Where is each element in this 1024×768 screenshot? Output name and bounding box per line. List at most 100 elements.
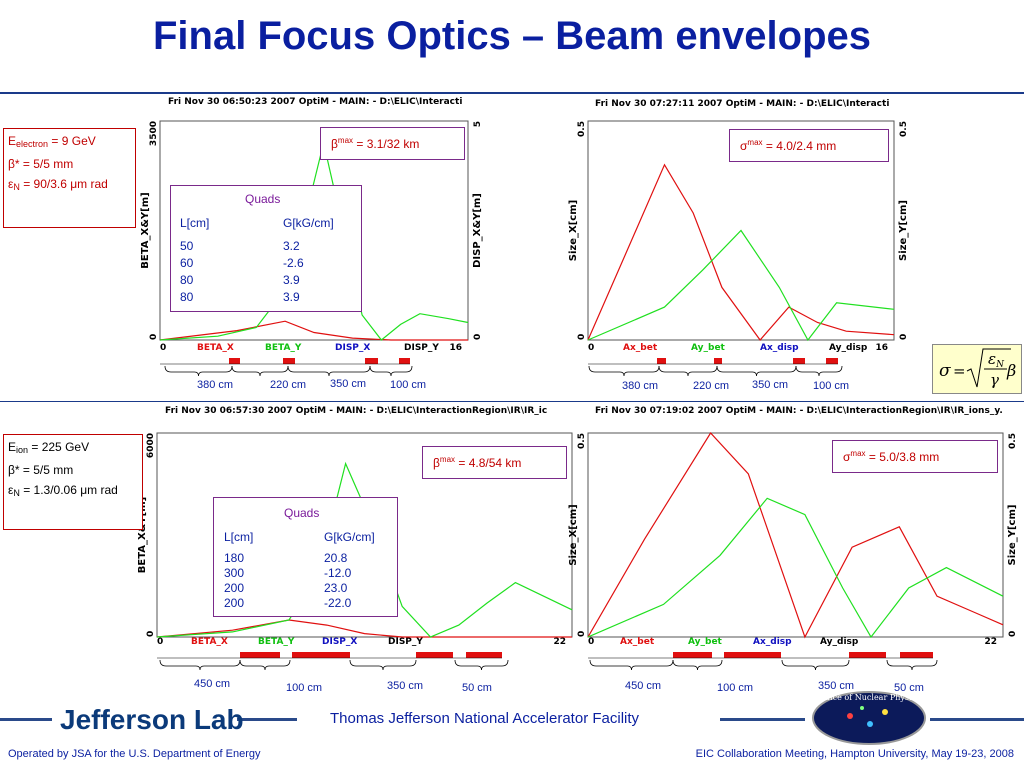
y-tick-label: 0 xyxy=(146,631,156,637)
quads-col-gradient: G[kG/cm] xyxy=(324,530,375,544)
distance-brace xyxy=(588,365,660,377)
series-line-ax_bet xyxy=(587,432,1004,639)
sigma-formula: σ = εN γ β xyxy=(932,344,1022,394)
formula-beta: β xyxy=(1006,361,1016,380)
distance-label: 380 cm xyxy=(622,380,658,392)
quads-length-cell: 50 xyxy=(180,239,194,253)
quad-magnet-bar xyxy=(673,652,712,658)
y2-tick-label: 5 xyxy=(473,121,483,127)
footer-operator: Operated by JSA for the U.S. Department … xyxy=(8,748,261,760)
quads-title: Quads xyxy=(245,192,281,206)
distance-label: 350 cm xyxy=(330,378,366,390)
electron-emittance: εN = 90/3.6 μm rad xyxy=(8,177,108,192)
quads-length-cell: 300 xyxy=(224,566,245,580)
nuclear-physics-seal: Office of Nuclear Physics xyxy=(812,691,926,745)
seal-dot xyxy=(882,709,888,715)
distance-label: 450 cm xyxy=(194,678,230,690)
footer-bar-far-right xyxy=(930,718,1024,721)
quad-magnet-bar xyxy=(657,358,666,364)
quads-col-gradient: G[kG/cm] xyxy=(283,216,334,230)
footer-meeting: EIC Collaboration Meeting, Hampton Unive… xyxy=(695,748,1014,760)
distance-label: 350 cm xyxy=(387,680,423,692)
series-line-beta_x xyxy=(156,619,572,638)
plot-frame xyxy=(159,120,469,341)
legend-entry: BETA_X xyxy=(191,637,228,647)
quads-length-cell: 200 xyxy=(224,596,245,610)
distance-label: 350 cm xyxy=(752,379,788,391)
y2-tick-label: 0.5 xyxy=(1008,433,1018,449)
quad-magnet-bar xyxy=(849,652,886,658)
seal-dot xyxy=(847,713,853,719)
series-line-ax_bet xyxy=(587,163,895,341)
quad-magnet-bar xyxy=(365,358,378,364)
distance-brace xyxy=(231,365,289,377)
quad-magnet-bar xyxy=(466,652,502,658)
electron-beta-star: β* = 5/5 mm xyxy=(8,157,74,171)
quad-magnet-bar xyxy=(714,358,722,364)
ion-sigma-max: σmax = 5.0/3.8 mm xyxy=(832,440,998,473)
formula-graphic: σ = εN γ β xyxy=(939,348,1016,389)
legend-entry: Ax_disp xyxy=(753,637,792,647)
quad-magnet-bar xyxy=(292,652,350,658)
quad-magnet-bar xyxy=(229,358,240,364)
quad-magnet-bar xyxy=(826,358,838,364)
distance-label: 350 cm xyxy=(818,680,854,692)
ion-energy: Eion = 225 GeV xyxy=(8,440,90,455)
quads-gradient-cell: -22.0 xyxy=(324,596,352,610)
quads-col-length: L[cm] xyxy=(224,530,254,544)
seal-text: Office of Nuclear Physics xyxy=(818,693,920,702)
ion-quads-table: Quads L[cm] G[kG/cm] 180 300 200 200 20.… xyxy=(213,497,398,617)
ion-beta-star: β* = 5/5 mm xyxy=(8,463,74,477)
chart-header: Fri Nov 30 07:19:02 2007 OptiM - MAIN: -… xyxy=(595,406,1003,416)
legend-entry: DISP_Y xyxy=(404,343,439,353)
legend-entry: DISP_X xyxy=(322,637,357,647)
distance-brace xyxy=(454,659,509,671)
distance-brace xyxy=(781,659,850,671)
legend-entry: DISP_Y xyxy=(388,637,423,647)
quads-length-cell: 180 xyxy=(224,551,245,565)
distance-label: 100 cm xyxy=(286,682,322,694)
x-tick-label: 22 xyxy=(553,637,566,647)
quad-magnet-bar xyxy=(724,652,781,658)
plot-frame xyxy=(587,120,895,341)
series-line-beta_y xyxy=(156,461,573,638)
seal-dot xyxy=(860,706,864,710)
facility-name: Thomas Jefferson National Accelerator Fa… xyxy=(330,710,640,727)
legend-entry: Ay_disp xyxy=(820,637,859,647)
formula-numerator: εN xyxy=(988,350,1005,370)
distance-label: 50 cm xyxy=(462,682,492,694)
plot-frame xyxy=(156,432,573,638)
x-tick-label: 16 xyxy=(449,343,462,353)
y-tick-label: 0 xyxy=(577,631,587,637)
y2-axis-label: DISP_X&Y[m] xyxy=(472,193,483,268)
footer-bar-right xyxy=(720,718,805,721)
quad-magnet-bar xyxy=(283,358,295,364)
y2-tick-label: 0.5 xyxy=(899,121,909,137)
formula-lhs: σ xyxy=(939,361,951,381)
plot-frame xyxy=(587,432,1004,638)
distance-label: 220 cm xyxy=(270,379,306,391)
distance-brace xyxy=(795,365,843,377)
quads-gradient-cell: -2.6 xyxy=(283,256,304,270)
quads-gradient-cell: 23.0 xyxy=(324,581,348,595)
quad-magnet-bar xyxy=(399,358,410,364)
top-divider xyxy=(0,92,1024,94)
legend-entry: Ax_bet xyxy=(620,637,655,647)
formula-equals: = xyxy=(953,362,966,380)
y-tick-label: 6000 xyxy=(146,433,156,458)
footer-bar-mid xyxy=(237,718,297,721)
quads-gradient-cell: -12.0 xyxy=(324,566,352,580)
quads-length-cell: 60 xyxy=(180,256,194,270)
y-axis-label: BETA_X&Y[m] xyxy=(140,192,151,268)
y-axis-label: BETA_X&Y[m] xyxy=(137,497,148,573)
y-axis-label: Size_X[cm] xyxy=(568,504,579,565)
footer-bar-left xyxy=(0,718,52,721)
legend-entry: Ay_bet xyxy=(691,343,726,353)
quads-length-cell: 200 xyxy=(224,581,245,595)
distance-brace xyxy=(672,659,723,671)
quad-magnet-bar xyxy=(240,652,280,658)
seal-dot xyxy=(867,721,873,727)
ion-beta-max: βmax = 4.8/54 km xyxy=(422,446,567,479)
series-line-ay_bet xyxy=(587,497,1004,639)
